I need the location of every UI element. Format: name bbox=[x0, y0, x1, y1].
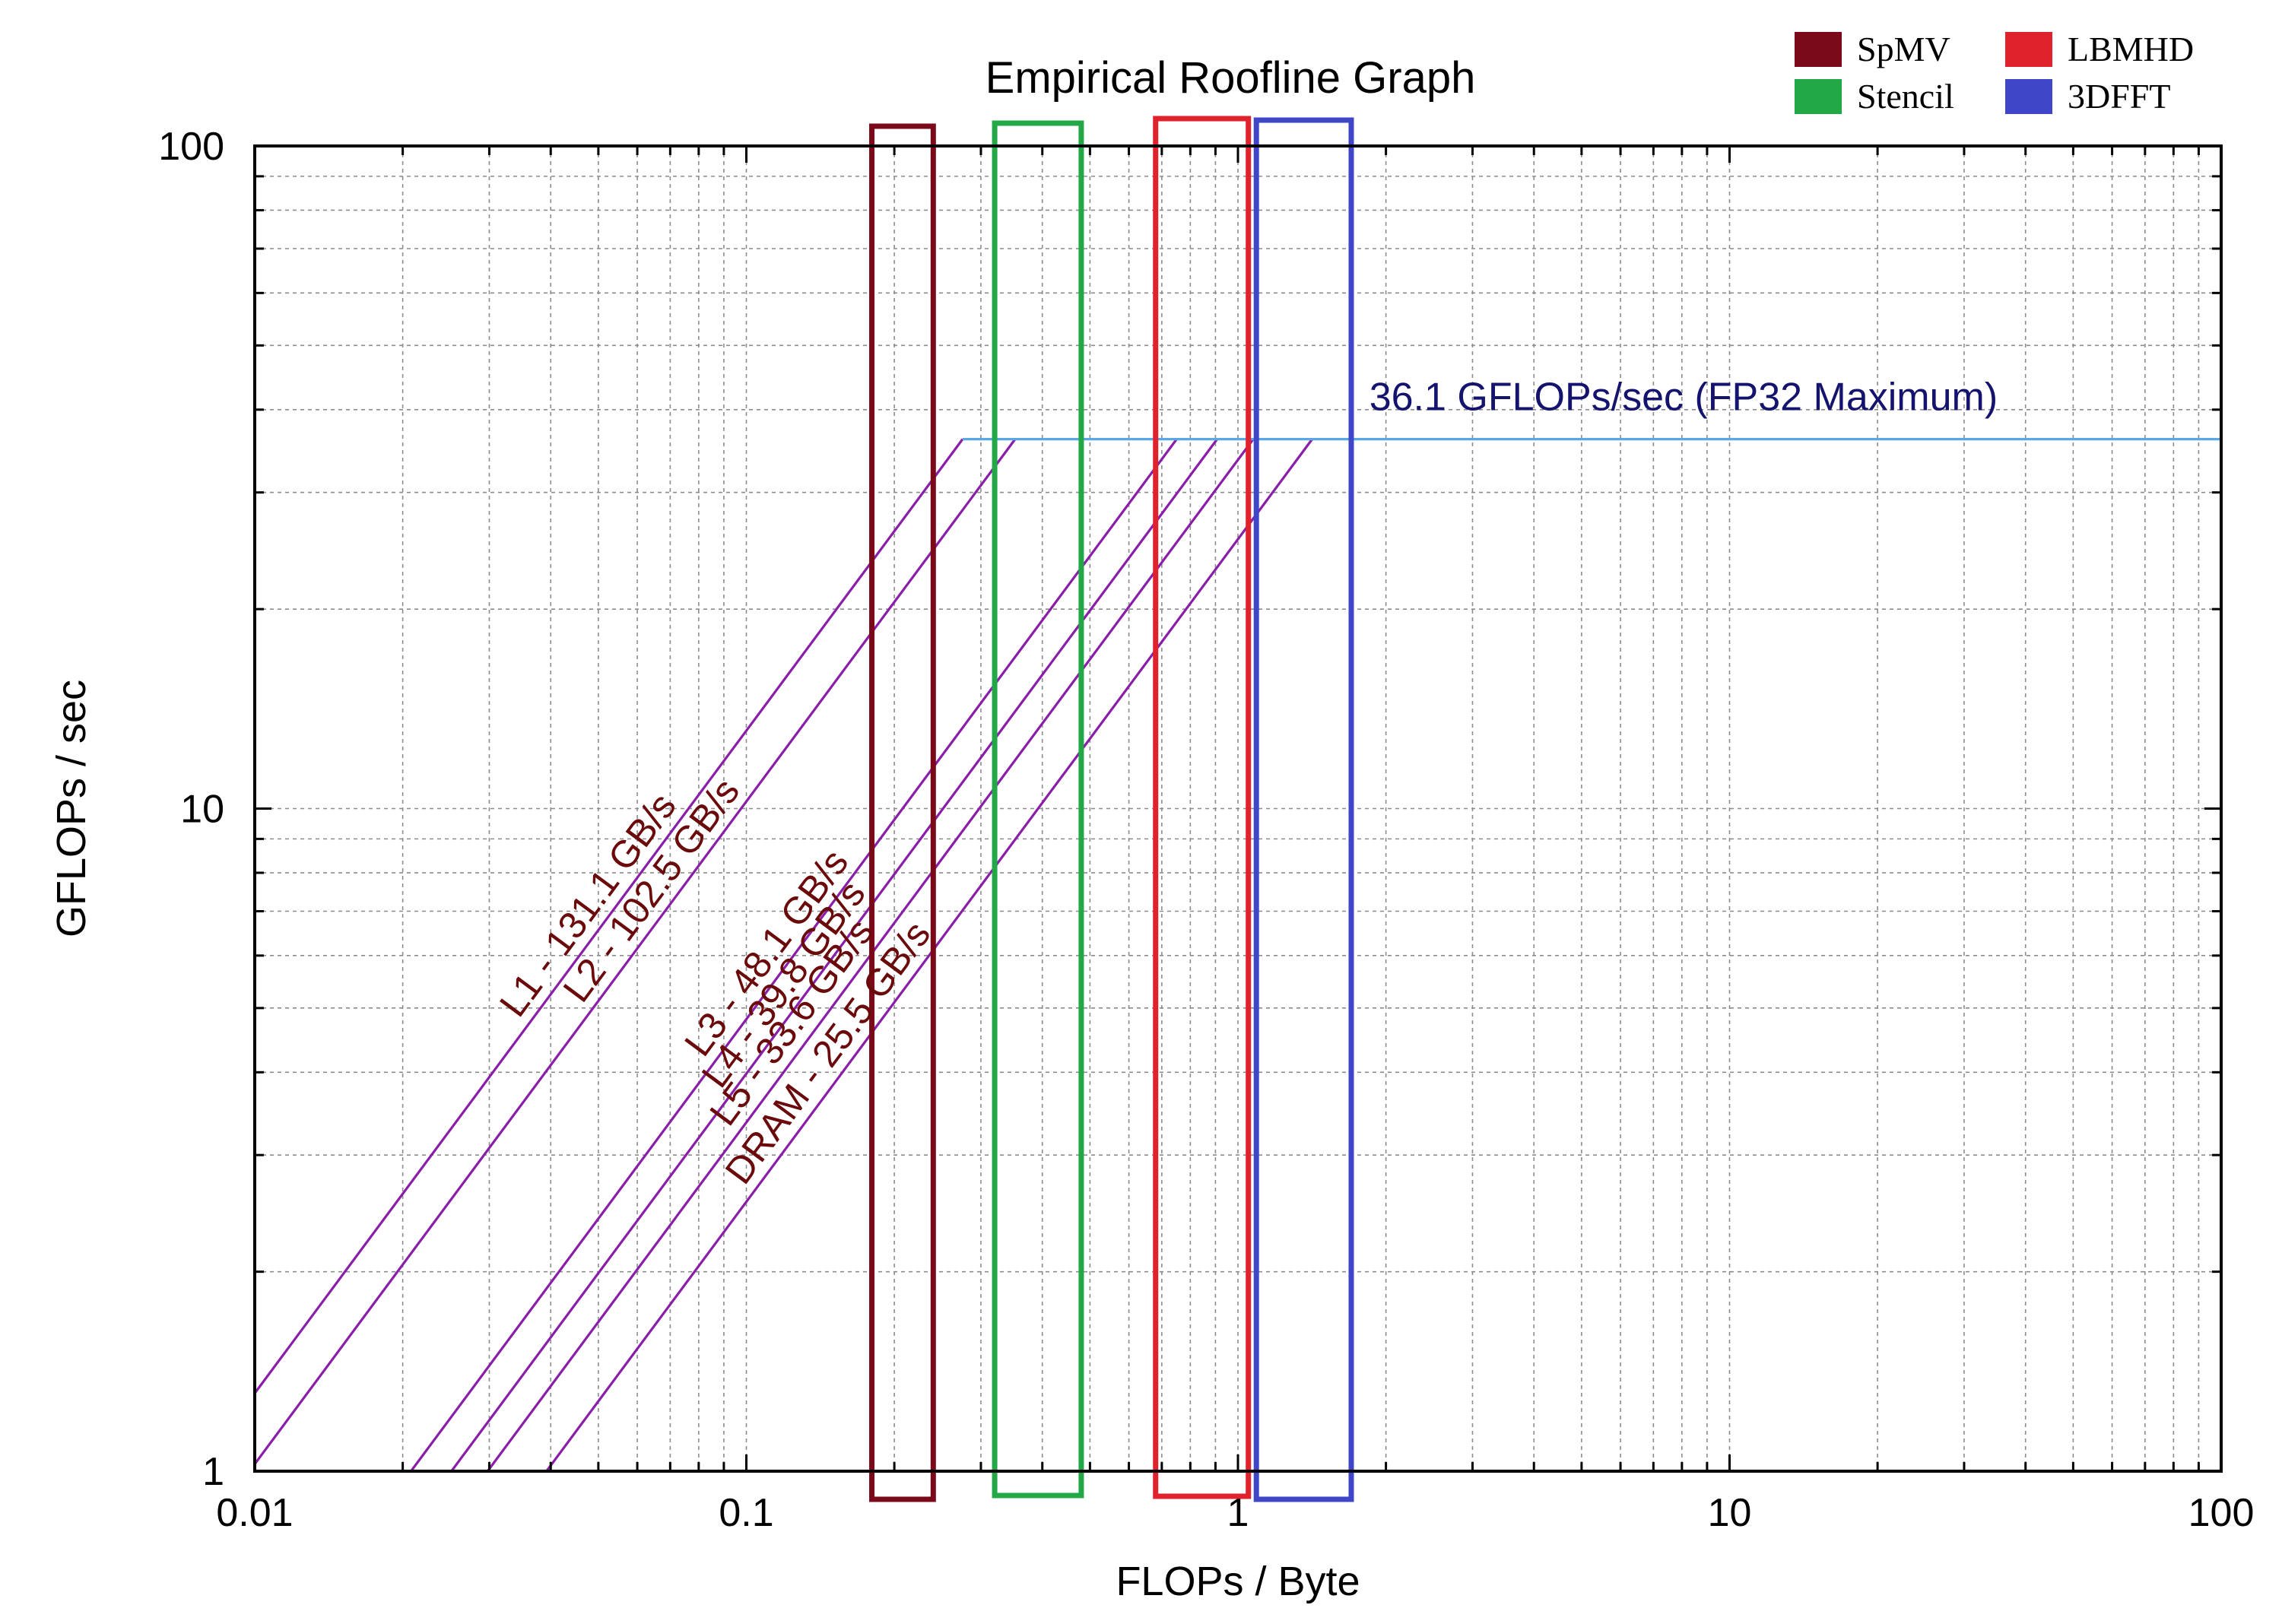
y-tick-label: 100 bbox=[158, 125, 224, 169]
y-tick-label: 1 bbox=[202, 1450, 224, 1494]
x-tick-label: 1 bbox=[1227, 1491, 1249, 1535]
legend: SpMV Stencil LBMHD 3DFFT bbox=[1795, 30, 2194, 116]
legend-label-spmv: SpMV bbox=[1857, 30, 1950, 68]
legend-swatch-spmv bbox=[1795, 32, 1842, 67]
region-box-lbmhd bbox=[1153, 116, 1252, 1499]
legend-swatch-3dfft bbox=[2005, 79, 2052, 114]
legend-swatch-stencil bbox=[1795, 79, 1842, 114]
x-tick-label: 100 bbox=[2188, 1491, 2255, 1535]
bandwidth-line-l4 bbox=[450, 438, 1218, 1472]
grid-layer bbox=[255, 146, 2221, 1471]
legend-label-lbmhd: LBMHD bbox=[2068, 30, 2194, 68]
x-tick-label: 10 bbox=[1708, 1491, 1752, 1535]
legend-swatch-lbmhd bbox=[2005, 32, 2052, 67]
labels-layer: L1 - 131.1 GB/sL2 - 102.5 GB/sL3 - 48.1 … bbox=[491, 376, 1998, 1192]
ticks-layer: 0.01 0.1 1 10 100 1 10 100 bbox=[158, 125, 2254, 1535]
region-layer bbox=[869, 116, 1354, 1502]
bandwidth-line-l1 bbox=[253, 438, 964, 1394]
y-tick-label: 10 bbox=[180, 788, 224, 832]
bandwidth-line-dram bbox=[545, 438, 1313, 1472]
peak-label: 36.1 GFLOPs/sec (FP32 Maximum) bbox=[1370, 376, 1998, 420]
legend-label-3dfft: 3DFFT bbox=[2068, 77, 2170, 116]
series-layer bbox=[253, 438, 2221, 1472]
chart-title: Empirical Roofline Graph bbox=[985, 53, 1476, 103]
x-axis-label: FLOPs / Byte bbox=[1116, 1559, 1360, 1604]
region-box-stencil bbox=[992, 120, 1084, 1499]
legend-label-stencil: Stencil bbox=[1857, 77, 1954, 116]
y-axis-label: GFLOPs / sec bbox=[49, 680, 94, 937]
region-box-spmv bbox=[869, 123, 936, 1502]
x-tick-label: 0.01 bbox=[216, 1491, 293, 1535]
x-tick-label: 0.1 bbox=[719, 1491, 773, 1535]
region-box-3dfft bbox=[1253, 117, 1354, 1502]
bandwidth-line-l2 bbox=[253, 438, 1017, 1465]
bandwidth-line-l3 bbox=[410, 438, 1178, 1472]
